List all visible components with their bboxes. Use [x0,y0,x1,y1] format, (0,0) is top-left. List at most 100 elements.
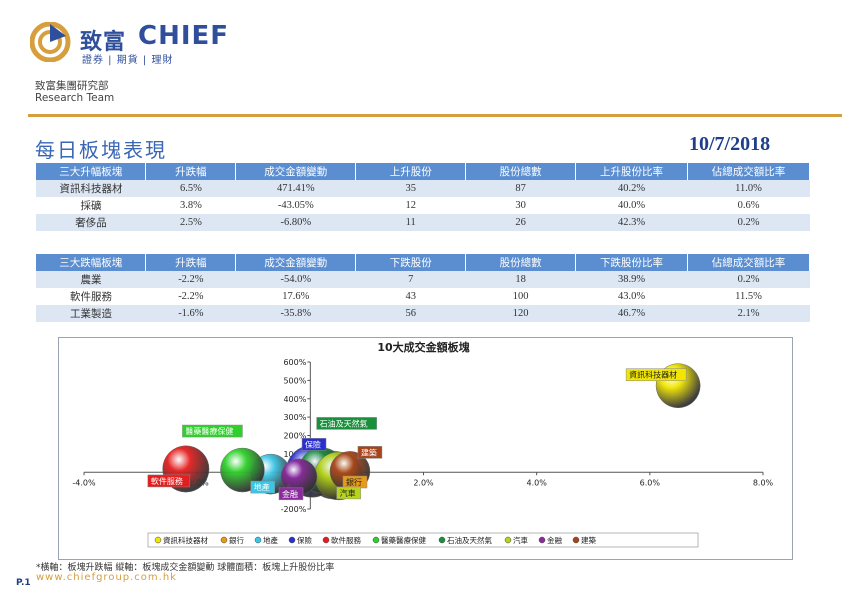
header-divider [28,114,842,117]
legend-marker [254,536,262,544]
brand-name-en: CHIEF [138,21,230,51]
table-cell: 12 [355,197,466,214]
table-cell: 18 [465,271,576,288]
bubble-label: 軟件服務 [151,476,183,486]
brand-tagline: 證券 | 期貨 | 理財 [82,55,174,66]
col-header: 佔總成交額比率 [687,254,810,271]
table-cell: 11.0% [687,180,810,197]
table-cell: 120 [465,305,576,322]
col-header: 股份總數 [465,163,577,180]
y-tick-label: 600% [283,358,306,367]
table-cell: 2.1% [687,305,810,322]
legend-label: 保險 [297,535,312,545]
legend-label: 醫藥醫療保健 [381,535,426,545]
table-cell: 7 [355,271,466,288]
table-cell: 11.5% [687,288,810,305]
col-header: 成交金額變動 [235,163,357,180]
table-cell: 採礦 [36,197,146,214]
chart-footnote: *橫軸：板塊升跌幅 縱軸：板塊成交金額變動 球體面積：板塊上升股份比率 [36,563,335,573]
website-link[interactable]: www.chiefgroup.com.hk [36,572,177,583]
table-header-row: 三大升幅板塊 升跌幅 成交金額變動 上升股份 股份總數 上升股份比率 佔總成交額… [36,163,810,180]
table-row: 資訊科技器材 6.5% 471.41% 35 87 40.2% 11.0% [36,180,810,197]
col-header: 下跌股份 [355,254,467,271]
x-tick-label: -4.0% [72,478,96,487]
bubble-label-box [278,487,304,501]
chief-logo-icon [30,22,71,62]
table-cell: 0.6% [687,197,810,214]
legend-marker [538,536,546,544]
table-cell: -1.6% [145,305,236,322]
chart-title: 10大成交金額板塊 [377,340,469,354]
x-tick-label: 4.0% [527,478,548,487]
department-en: Research Team [35,92,115,104]
table-cell: 工業製造 [36,305,146,322]
table-cell: 40.0% [575,197,688,214]
report-date: 10/7/2018 [689,133,771,155]
table-cell: 農業 [36,271,146,288]
bubble-label-box [301,438,327,451]
col-header: 下跌股份比率 [575,254,689,271]
table-cell: 100 [465,288,576,305]
legend-marker [504,536,512,544]
table-cell: 6.5% [145,180,236,197]
table-cell: 30 [465,197,576,214]
legend-marker [438,536,446,544]
table-cell: 26 [465,214,576,231]
table-cell: -2.2% [145,271,236,288]
table-row: 農業 -2.2% -54.0% 7 18 38.9% 0.2% [36,271,810,288]
table-cell: 471.41% [235,180,356,197]
table-cell: 43 [355,288,466,305]
legend-label: 資訊科技器材 [163,535,208,545]
bubble-label: 建築 [361,447,377,457]
x-tick-label: 2.0% [413,478,434,487]
x-tick-label: 6.0% [640,478,661,487]
department-cn: 致富集團研究部 [35,80,109,92]
legend-marker [288,536,296,544]
y-tick-label: -200% [281,505,307,514]
legend-label: 建築 [581,535,596,545]
table-cell: 35 [355,180,466,197]
bubble-chart: 10大成交金額板塊-200%-100%0%100%200%300%400%500… [72,340,774,548]
table-cell: 0.2% [687,214,810,231]
y-tick-label: 200% [283,432,306,441]
y-tick-label: 400% [283,395,306,404]
legend-label: 地產 [263,535,278,545]
legend-marker [154,536,162,544]
bubble-label-box [336,486,361,500]
table-cell: 軟件服務 [36,288,146,305]
table-cell: 43.0% [575,288,688,305]
table-cell: 資訊科技器材 [36,180,146,197]
col-header: 上升股份 [355,163,467,180]
bubble-label: 汽車 [340,488,356,498]
table-header-row: 三大跌幅板塊 升跌幅 成交金額變動 下跌股份 股份總數 下跌股份比率 佔總成交額… [36,254,810,271]
table-cell: 奢侈品 [36,214,146,231]
legend-label: 軟件服務 [331,535,361,545]
bubble-label-box [182,424,243,438]
table-cell: 40.2% [575,180,688,197]
bubble-label-box [147,474,191,488]
legend-marker [372,536,380,544]
legend-box [147,532,699,548]
table-cell: -2.2% [145,288,236,305]
bubble-label: 銀行 [346,477,362,487]
table-cell: 87 [465,180,576,197]
legend-label: 汽車 [513,535,528,545]
table-cell: 3.8% [145,197,236,214]
brand-name-cn: 致富 [80,30,127,55]
bubble-label-box [357,446,383,459]
col-header: 上升股份比率 [575,163,688,180]
bubble-label: 醫藥醫療保健 [185,426,233,436]
bubble-label: 保險 [305,439,321,449]
bubble-label-box [625,368,687,381]
table-cell: -43.05% [235,197,356,214]
col-header: 股份總數 [465,254,577,271]
bubble-label: 地產 [254,482,270,492]
table-row: 軟件服務 -2.2% 17.6% 43 100 43.0% 11.5% [36,288,810,305]
x-tick-label: 8.0% [753,478,774,487]
y-tick-label: 500% [283,376,306,385]
page-number: P.1 [16,578,31,588]
table-cell: -35.8% [235,305,356,322]
table-cell: 42.3% [575,214,688,231]
bubble-label-box [316,417,377,430]
bubble-label-box [250,480,275,494]
